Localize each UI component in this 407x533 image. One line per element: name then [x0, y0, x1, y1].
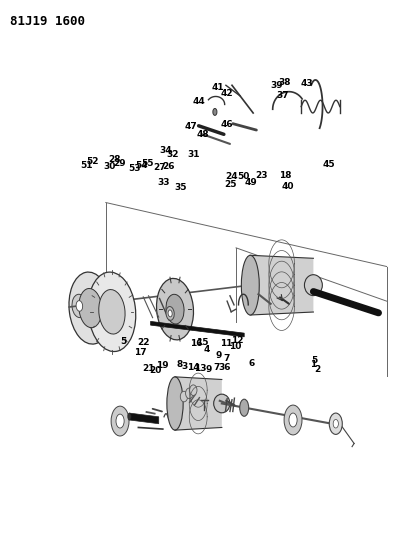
Ellipse shape — [213, 109, 217, 116]
Text: 18: 18 — [279, 172, 291, 180]
Ellipse shape — [186, 388, 193, 399]
Text: 10: 10 — [229, 342, 241, 351]
Text: 52: 52 — [86, 157, 98, 166]
Ellipse shape — [116, 414, 124, 428]
Text: 21: 21 — [142, 364, 155, 373]
Text: 5: 5 — [120, 337, 126, 345]
Ellipse shape — [128, 413, 131, 420]
Text: 40: 40 — [281, 182, 293, 190]
Ellipse shape — [333, 419, 338, 428]
Text: 11: 11 — [220, 340, 232, 348]
Ellipse shape — [190, 385, 197, 395]
Text: 1: 1 — [310, 360, 317, 369]
Ellipse shape — [111, 406, 129, 436]
Text: 23: 23 — [255, 172, 267, 180]
Polygon shape — [175, 377, 222, 430]
Text: 35: 35 — [175, 183, 187, 192]
Text: 8: 8 — [177, 360, 183, 369]
Text: 7: 7 — [223, 354, 230, 363]
Ellipse shape — [99, 289, 125, 334]
Text: 53: 53 — [128, 164, 140, 173]
Ellipse shape — [166, 306, 174, 320]
Text: 15: 15 — [197, 338, 209, 346]
Text: 6: 6 — [248, 359, 255, 368]
Ellipse shape — [88, 272, 136, 352]
Text: 9: 9 — [205, 365, 212, 374]
Text: 37: 37 — [276, 92, 289, 100]
Ellipse shape — [76, 301, 83, 311]
Text: 48: 48 — [196, 130, 209, 139]
Text: 30: 30 — [104, 163, 116, 171]
Ellipse shape — [180, 391, 188, 402]
Text: 36: 36 — [219, 364, 231, 372]
Text: 12: 12 — [231, 336, 243, 344]
Text: 25: 25 — [225, 181, 237, 189]
Ellipse shape — [72, 294, 87, 318]
Text: 47: 47 — [184, 123, 197, 131]
Text: 42: 42 — [221, 89, 234, 98]
Text: 22: 22 — [137, 338, 149, 347]
Ellipse shape — [214, 394, 230, 413]
Text: 13: 13 — [194, 365, 206, 373]
Text: 39: 39 — [270, 81, 283, 90]
Polygon shape — [250, 255, 313, 315]
Text: 16: 16 — [190, 339, 203, 348]
Ellipse shape — [329, 413, 342, 434]
Polygon shape — [129, 413, 159, 424]
Text: 55: 55 — [141, 159, 153, 168]
Ellipse shape — [69, 272, 112, 344]
Ellipse shape — [168, 310, 172, 317]
Text: 3: 3 — [181, 362, 188, 370]
Text: 54: 54 — [135, 161, 148, 169]
Text: 28: 28 — [109, 156, 121, 164]
Ellipse shape — [304, 274, 322, 296]
Text: 24: 24 — [225, 173, 239, 181]
Text: 45: 45 — [322, 160, 335, 168]
Text: 9: 9 — [216, 351, 222, 360]
Text: 19: 19 — [155, 361, 168, 370]
Ellipse shape — [240, 399, 249, 416]
Ellipse shape — [284, 405, 302, 435]
Polygon shape — [151, 321, 244, 337]
Text: 41: 41 — [211, 84, 224, 92]
Text: 20: 20 — [149, 366, 162, 375]
Text: 14: 14 — [187, 363, 200, 372]
Text: 43: 43 — [301, 79, 314, 88]
Text: 38: 38 — [279, 78, 291, 87]
Text: 81J19 1600: 81J19 1600 — [10, 15, 85, 28]
Ellipse shape — [157, 278, 193, 340]
Ellipse shape — [166, 294, 184, 324]
Text: 29: 29 — [113, 159, 126, 167]
Text: 2: 2 — [314, 365, 321, 374]
Ellipse shape — [289, 413, 297, 427]
Ellipse shape — [79, 288, 102, 328]
Text: 49: 49 — [245, 179, 258, 187]
Text: 4: 4 — [204, 345, 210, 353]
Text: 34: 34 — [160, 146, 173, 155]
Text: 31: 31 — [188, 150, 200, 159]
Text: 46: 46 — [220, 120, 233, 129]
Text: 44: 44 — [193, 97, 206, 106]
Text: 33: 33 — [158, 179, 170, 187]
Ellipse shape — [241, 255, 259, 315]
Text: 7: 7 — [214, 363, 220, 372]
Text: 51: 51 — [80, 161, 92, 169]
Text: 50: 50 — [237, 173, 249, 181]
Text: 5: 5 — [311, 357, 318, 365]
Ellipse shape — [167, 377, 183, 430]
Text: 27: 27 — [153, 164, 166, 172]
Text: 32: 32 — [166, 150, 179, 159]
Text: 26: 26 — [163, 163, 175, 171]
Text: 17: 17 — [134, 349, 147, 357]
